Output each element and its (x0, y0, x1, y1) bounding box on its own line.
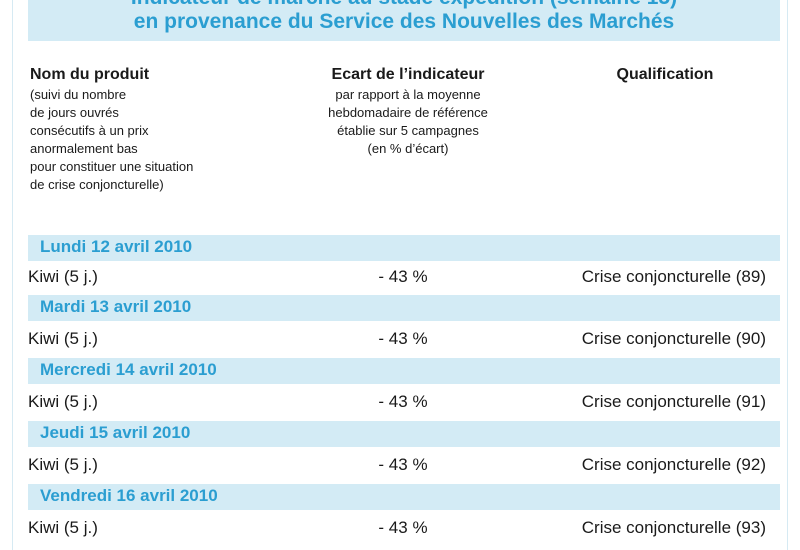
column-note-line: établie sur 5 campagnes (337, 123, 479, 138)
column-title-product: Nom du produit (30, 66, 150, 83)
table-row: Kiwi (5 j.) - 43 % Crise conjoncturelle … (28, 323, 780, 355)
column-header-ecart: Ecart de l’indicateur par rapport à la m… (278, 64, 538, 158)
header-title-line-1: Indicateur de marché au stade expédition… (28, 0, 780, 10)
qualification-cell: Crise conjoncturelle (90) (581, 329, 766, 348)
product-cell: Kiwi (5 j.) (28, 267, 98, 286)
date-row: Mardi 13 avril 2010 (28, 295, 780, 321)
qualification-cell: Crise conjoncturelle (92) (581, 455, 766, 474)
column-note-line: (suivi du nombre (30, 87, 127, 102)
table-header-banner: Indicateur de marché au stade expédition… (28, 0, 780, 41)
date-row: Mercredi 14 avril 2010 (28, 358, 780, 384)
product-cell: Kiwi (5 j.) (28, 455, 98, 474)
table-row: Kiwi (5 j.) - 43 % Crise conjoncturelle … (28, 449, 780, 481)
column-title-ecart: Ecart de l’indicateur (331, 66, 485, 83)
table-row: Kiwi (5 j.) - 43 % Crise conjoncturelle … (28, 386, 780, 418)
column-header-product: Nom du produit (suivi du nombre de jours… (30, 64, 270, 194)
column-note-product: (suivi du nombre de jours ouvrés consécu… (30, 86, 270, 194)
column-note-ecart: par rapport à la moyenne hebdomadaire de… (278, 86, 538, 158)
product-cell: Kiwi (5 j.) (28, 518, 98, 537)
column-note-line: anormalement bas (30, 141, 138, 156)
date-label: Jeudi 15 avril 2010 (40, 423, 191, 442)
date-label: Mercredi 14 avril 2010 (40, 360, 217, 379)
date-label: Vendredi 16 avril 2010 (40, 486, 218, 505)
column-note-line: (en % d’écart) (367, 141, 449, 156)
date-row: Vendredi 16 avril 2010 (28, 484, 780, 510)
header-title-line-2: en provenance du Service des Nouvelles d… (133, 10, 675, 33)
column-note-line: hebdomadaire de référence (328, 105, 488, 120)
column-note-line: de crise conjoncturelle) (30, 177, 164, 192)
column-header-qualification: Qualification (560, 64, 770, 86)
qualification-cell: Crise conjoncturelle (91) (581, 392, 766, 411)
qualification-cell: Crise conjoncturelle (89) (581, 267, 766, 286)
product-cell: Kiwi (5 j.) (28, 329, 98, 348)
date-label: Mardi 13 avril 2010 (40, 297, 192, 316)
column-note-line: pour constituer une situation (30, 159, 194, 174)
table-row: Kiwi (5 j.) - 43 % Crise conjoncturelle … (28, 512, 780, 544)
ecart-cell: - 43 % (378, 518, 428, 537)
ecart-cell: - 43 % (378, 392, 428, 411)
date-label: Lundi 12 avril 2010 (40, 237, 193, 256)
column-title-qualification: Qualification (616, 66, 714, 83)
column-note-line: consécutifs à un prix (30, 123, 149, 138)
column-note-line: par rapport à la moyenne (335, 87, 481, 102)
product-cell: Kiwi (5 j.) (28, 392, 98, 411)
date-row: Jeudi 15 avril 2010 (28, 421, 780, 447)
ecart-cell: - 43 % (378, 267, 428, 286)
table-frame (12, 0, 788, 550)
ecart-cell: - 43 % (378, 329, 428, 348)
ecart-cell: - 43 % (378, 455, 428, 474)
qualification-cell: Crise conjoncturelle (93) (581, 518, 766, 537)
column-note-line: de jours ouvrés (30, 105, 119, 120)
date-row: Lundi 12 avril 2010 (28, 235, 780, 261)
table-row: Kiwi (5 j.) - 43 % Crise conjoncturelle … (28, 261, 780, 293)
